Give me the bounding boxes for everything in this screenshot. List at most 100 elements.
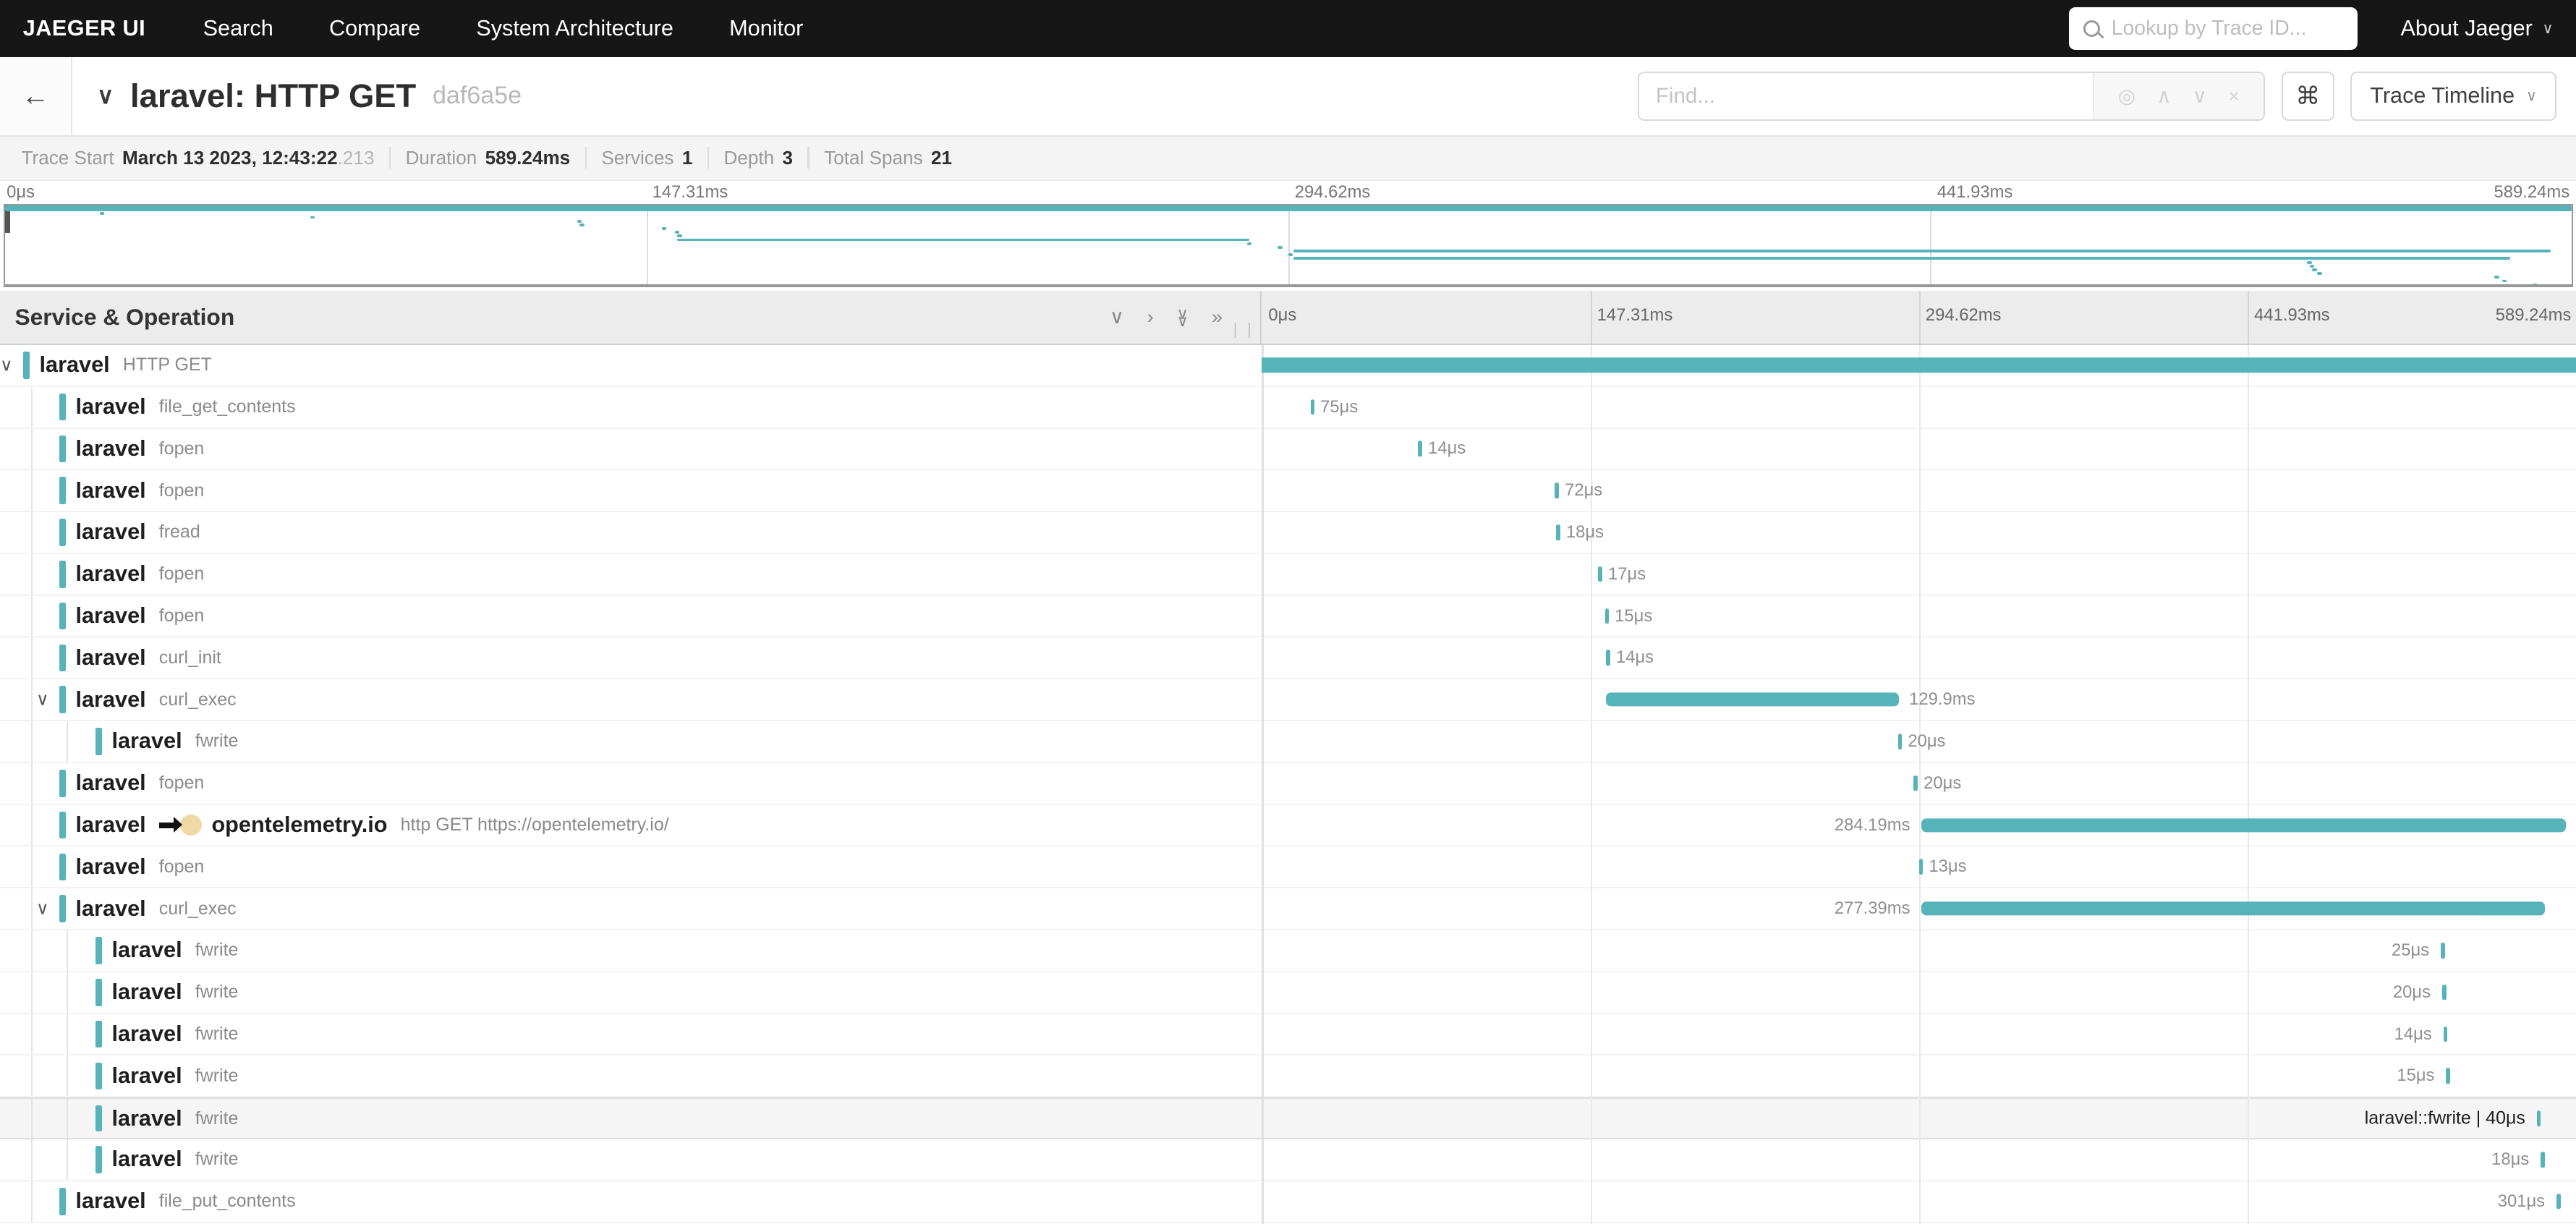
nav-item-compare[interactable]: Compare	[328, 16, 421, 41]
span-tick[interactable]	[1556, 524, 1560, 540]
span-row[interactable]: laravel fwrite laravel::fwrite | 40μs	[0, 1097, 2576, 1140]
span-timeline-cell[interactable]	[1262, 345, 2576, 386]
span-timeline-cell[interactable]: 20μs	[1262, 721, 2576, 762]
span-name-cell[interactable]: laravel fopen	[0, 762, 1262, 804]
span-timeline-cell[interactable]: 14μs	[1262, 1014, 2576, 1055]
span-timeline-cell[interactable]: 14μs	[1262, 429, 2576, 469]
clear-find-icon[interactable]: ×	[2228, 84, 2240, 107]
span-row[interactable]: ∨ laravel curl_exec 277.39ms	[0, 888, 2576, 931]
span-row[interactable]: laravel fwrite 20μs	[0, 721, 2576, 763]
span-name-cell[interactable]: ∨ laravel HTTP GET	[0, 345, 1262, 386]
trace-id-lookup[interactable]	[2068, 7, 2358, 51]
span-timeline-cell[interactable]: 15μs	[1262, 596, 2576, 637]
span-tick[interactable]	[1418, 441, 1423, 457]
span-timeline-cell[interactable]: 20μs	[1262, 972, 2576, 1013]
span-timeline-cell[interactable]: laravel::fwrite | 40μs	[1262, 1099, 2576, 1138]
span-tick[interactable]	[2443, 1026, 2448, 1042]
span-row[interactable]: laravel fread 18μs	[0, 512, 2576, 554]
span-name-cell[interactable]: laravel fwrite	[0, 930, 1262, 971]
span-name-cell[interactable]: laravel fwrite	[0, 972, 1262, 1013]
span-timeline-cell[interactable]: 129.9ms	[1262, 679, 2576, 720]
span-timeline-cell[interactable]: 13μs	[1262, 846, 2576, 887]
span-tick[interactable]	[2441, 984, 2447, 1000]
span-row[interactable]: laravel curl_init 14μs	[0, 637, 2576, 680]
span-tick[interactable]	[1555, 483, 1560, 498]
span-row[interactable]: laravel fopen 17μs	[0, 553, 2576, 596]
span-tick[interactable]	[2541, 1152, 2545, 1168]
span-timeline-cell[interactable]: 25μs	[1262, 930, 2576, 971]
span-tick[interactable]	[2446, 1068, 2451, 1084]
span-timeline-cell[interactable]: 72μs	[1262, 470, 2576, 511]
span-row[interactable]: laravel fwrite 15μs	[0, 1055, 2576, 1098]
trace-id-lookup-input[interactable]	[2111, 17, 2343, 41]
span-tick[interactable]	[1604, 608, 1610, 624]
column-resizer-grip[interactable]: ❘❘	[1228, 321, 1257, 339]
span-bar[interactable]	[1262, 357, 2576, 373]
span-timeline-cell[interactable]: 17μs	[1262, 554, 2576, 595]
span-row[interactable]: laravel fopen 13μs	[0, 846, 2576, 889]
span-row[interactable]: laravel fwrite 14μs	[0, 1013, 2576, 1056]
span-bar[interactable]	[1921, 817, 2566, 833]
span-row[interactable]: laravel opentelemetry.io http GET https://…	[0, 804, 2576, 847]
about-jaeger-menu[interactable]: About Jaeger ∨	[2400, 16, 2553, 41]
span-name-cell[interactable]: laravel fopen	[0, 846, 1262, 888]
span-name-cell[interactable]: laravel opentelemetry.io http GET https://…	[0, 804, 1262, 846]
span-timeline-cell[interactable]: 20μs	[1262, 763, 2576, 804]
collapse-all-icon[interactable]: ∨ ∨	[1176, 304, 1189, 331]
span-name-cell[interactable]: laravel fopen	[0, 470, 1262, 511]
span-tick[interactable]	[1598, 566, 1603, 582]
next-match-icon[interactable]: ∨	[2192, 84, 2207, 107]
span-tick[interactable]	[2556, 1193, 2561, 1210]
trace-collapse-chevron-icon[interactable]: ∨	[96, 82, 114, 109]
expand-one-icon[interactable]: ›	[1147, 305, 1154, 328]
span-row[interactable]: laravel fwrite 18μs	[0, 1139, 2576, 1181]
span-timeline-cell[interactable]: 284.19ms	[1262, 805, 2576, 846]
collapse-one-icon[interactable]: ∨	[1109, 305, 1124, 328]
nav-item-system-architecture[interactable]: System Architecture	[476, 16, 673, 41]
expand-chevron-icon[interactable]: ∨	[0, 355, 13, 375]
span-row[interactable]: laravel fopen 20μs	[0, 762, 2576, 805]
span-name-cell[interactable]: laravel fwrite	[0, 721, 1262, 762]
view-selector-button[interactable]: Trace Timeline ∨	[2350, 71, 2556, 122]
expand-all-icon[interactable]: »	[1211, 305, 1223, 328]
span-name-cell[interactable]: laravel curl_init	[0, 637, 1262, 679]
keyboard-shortcuts-button[interactable]: ⌘	[2281, 71, 2334, 122]
span-row[interactable]: ∨ laravel curl_exec 129.9ms	[0, 679, 2576, 722]
span-name-cell[interactable]: laravel fwrite	[0, 1139, 1262, 1180]
span-tick[interactable]	[2536, 1110, 2541, 1126]
span-row[interactable]: laravel fopen 72μs	[0, 470, 2576, 513]
prev-match-icon[interactable]: ∧	[2156, 84, 2172, 107]
span-tick[interactable]	[1913, 775, 1918, 791]
back-button[interactable]: ←	[0, 57, 72, 135]
span-name-cell[interactable]: laravel file_get_contents	[0, 386, 1262, 428]
span-tick[interactable]	[1606, 650, 1610, 666]
span-timeline-cell[interactable]: 15μs	[1262, 1055, 2576, 1096]
span-row[interactable]: laravel fwrite 25μs	[0, 930, 2576, 972]
span-row[interactable]: laravel fwrite 20μs	[0, 972, 2576, 1014]
span-row[interactable]: ∨ laravel HTTP GET	[0, 345, 2576, 387]
span-tick[interactable]	[1310, 399, 1315, 415]
span-bar[interactable]	[1921, 901, 2545, 916]
span-name-cell[interactable]: ∨ laravel curl_exec	[0, 679, 1262, 721]
span-row[interactable]: laravel file_get_contents 75μs	[0, 386, 2576, 429]
expand-chevron-icon[interactable]: ∨	[35, 898, 49, 919]
expand-chevron-icon[interactable]: ∨	[35, 689, 49, 710]
nav-item-search[interactable]: Search	[203, 16, 273, 41]
span-timeline-cell[interactable]: 18μs	[1262, 1139, 2576, 1180]
span-name-cell[interactable]: laravel fwrite	[0, 1055, 1262, 1097]
span-timeline-cell[interactable]: 75μs	[1262, 387, 2576, 428]
span-timeline-cell[interactable]: 18μs	[1262, 512, 2576, 553]
find-input[interactable]	[1639, 72, 2093, 120]
span-timeline-cell[interactable]: 14μs	[1262, 637, 2576, 678]
minimap-drag-handle[interactable]	[4, 205, 11, 234]
span-name-cell[interactable]: ∨ laravel curl_exec	[0, 888, 1262, 930]
span-tick[interactable]	[1918, 859, 1924, 875]
span-name-cell[interactable]: laravel fopen	[0, 553, 1262, 595]
span-name-cell[interactable]: laravel fwrite	[0, 1099, 1262, 1139]
span-timeline-cell[interactable]: 301μs	[1262, 1181, 2576, 1222]
span-row[interactable]: laravel fopen 15μs	[0, 595, 2576, 638]
span-name-cell[interactable]: laravel fread	[0, 512, 1262, 553]
span-tick[interactable]	[2441, 943, 2445, 959]
nav-item-monitor[interactable]: Monitor	[729, 16, 804, 41]
span-name-cell[interactable]: laravel fwrite	[0, 1013, 1262, 1055]
